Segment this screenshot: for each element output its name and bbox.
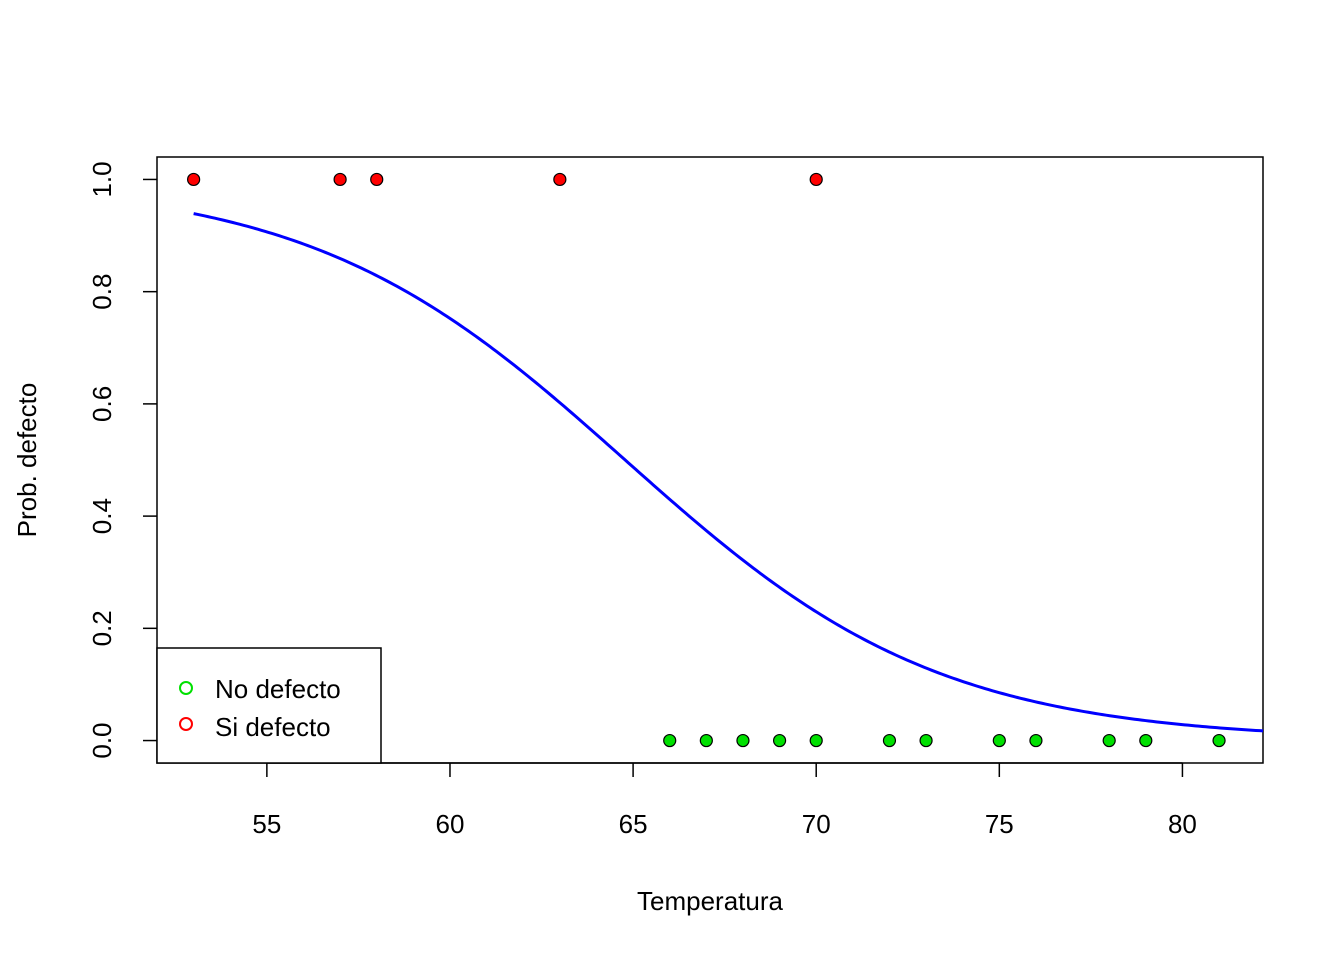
x-tick-label: 75 (985, 809, 1014, 839)
fitted-logistic-curve (193, 212, 1264, 733)
legend-label-si-defecto: Si defecto (215, 712, 331, 742)
legend-label-no-defecto: No defecto (215, 674, 341, 704)
x-tick-label: 80 (1168, 809, 1197, 839)
point-no-defecto (992, 733, 1006, 748)
x-tick-label: 65 (619, 809, 648, 839)
y-tick-label: 0.0 (87, 722, 117, 758)
data-points (187, 172, 1226, 748)
point-no-defecto (1212, 733, 1226, 748)
point-no-defecto (663, 733, 677, 748)
legend-box (156, 647, 382, 764)
y-tick-label: 1.0 (87, 161, 117, 197)
x-tick-label: 70 (802, 809, 831, 839)
legend-marker-no-defecto (179, 681, 193, 695)
point-no-defecto (809, 733, 823, 748)
point-si-defecto (809, 172, 823, 187)
point-no-defecto (1029, 733, 1043, 748)
point-no-defecto (1139, 733, 1153, 748)
point-si-defecto (553, 172, 567, 187)
y-tick-label: 0.6 (87, 386, 117, 422)
point-no-defecto (919, 733, 933, 748)
point-si-defecto (333, 172, 347, 187)
point-si-defecto (370, 172, 384, 187)
x-axis: 55 60 65 70 75 80 (252, 762, 1197, 839)
y-tick-label: 0.8 (87, 274, 117, 310)
point-no-defecto (699, 733, 713, 748)
point-si-defecto (187, 172, 201, 187)
x-tick-label: 60 (436, 809, 465, 839)
point-no-defecto (736, 733, 750, 748)
legend: No defecto Si defecto (156, 647, 382, 764)
legend-marker-si-defecto (179, 717, 193, 731)
y-tick-label: 0.2 (87, 610, 117, 646)
x-tick-label: 55 (252, 809, 281, 839)
y-axis-label: Prob. defecto (12, 383, 42, 538)
x-axis-label: Temperatura (637, 886, 783, 916)
point-no-defecto (882, 733, 897, 748)
y-axis: 0.0 0.2 0.4 0.6 0.8 1.0 (87, 161, 157, 759)
point-no-defecto (1102, 733, 1116, 748)
y-tick-label: 0.4 (87, 498, 117, 534)
point-no-defecto (772, 733, 787, 748)
